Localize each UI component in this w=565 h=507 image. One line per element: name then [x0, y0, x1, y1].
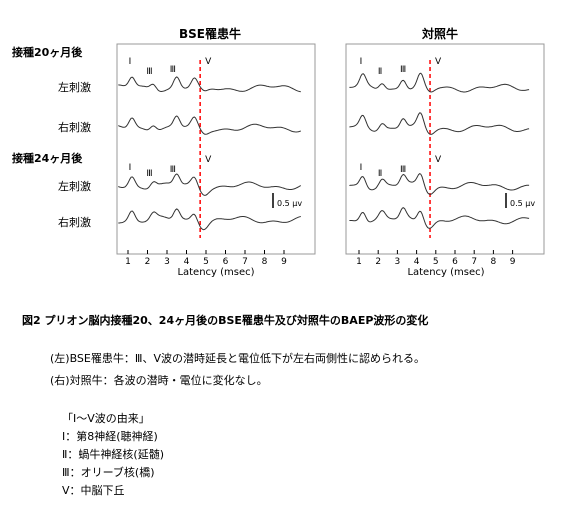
x-axis-label-control: Latency (msec) [407, 267, 484, 278]
panel-title-control: 対照牛 [421, 26, 458, 41]
panel-frame-bse [116, 43, 316, 255]
wave-marker-control-20-2: Ⅲ [400, 65, 406, 75]
x-tick-label-bse-4: 4 [184, 257, 190, 267]
x-tick-label-control-3: 3 [395, 257, 401, 267]
wave-marker-bse-20-1: Ⅲ [146, 67, 152, 77]
x-tick-label-bse-6: 6 [223, 257, 229, 267]
waveform-control-left-20 [349, 72, 530, 93]
x-tick-label-bse-8: 8 [262, 257, 268, 267]
waveform-control-right-24 [349, 207, 530, 229]
wave-marker-bse-20-3: Ⅴ [205, 57, 212, 67]
x-axis-label-bse: Latency (msec) [177, 267, 254, 278]
wave-marker-control-24-3: Ⅴ [435, 155, 442, 165]
x-tick-label-control-2: 2 [375, 257, 381, 267]
panel-title-bse: BSE罹患牛 [179, 26, 241, 41]
wave-marker-bse-24-1: Ⅲ [146, 169, 152, 179]
waveform-bse-right-20 [118, 115, 301, 135]
x-tick-label-control-1: 1 [356, 257, 362, 267]
group-label-24: 接種24ヶ月後 [12, 151, 83, 165]
waveform-control-right-20 [349, 112, 530, 135]
wave-marker-control-20-0: Ⅰ [360, 57, 363, 67]
wave-marker-bse-20-2: Ⅲ [170, 65, 176, 75]
x-tick-label-control-7: 7 [471, 257, 477, 267]
x-tick-label-control-6: 6 [452, 257, 458, 267]
note-control: (右)対照牛：各波の潜時・電位に変化なし。 [50, 374, 268, 387]
x-tick-label-control-8: 8 [491, 257, 497, 267]
dynamic-marks: 1 2 3 4 5 6 7 8 9 Ⅰ Ⅲ Ⅲ Ⅴ Ⅰ Ⅲ Ⅲ Ⅴ 1 2 3 4 5 6 7 8 9 Ⅰ Ⅱ Ⅲ Ⅴ Ⅰ Ⅱ Ⅲ Ⅴ [118, 57, 530, 267]
panel-frame-control [345, 43, 545, 255]
waveform-bse-left-20 [118, 76, 301, 93]
note-bse: (左)BSE罹患牛：Ⅲ、Ⅴ波の潜時延長と電位低下が左右両側性に認められる。 [50, 352, 425, 365]
wave-marker-control-20-1: Ⅱ [378, 67, 382, 77]
row-label-right-24: 右刺激 [58, 215, 91, 229]
origin-item-3: Ⅲ：オリーブ核(橋) [62, 466, 155, 479]
origin-item-2: Ⅱ：蝸牛神経核(延髄) [62, 448, 164, 461]
origin-item-4: Ⅴ：中脳下丘 [62, 484, 125, 497]
wave-marker-bse-24-2: Ⅲ [170, 165, 176, 175]
wave-marker-bse-24-0: Ⅰ [129, 163, 132, 173]
scale-bar-label-bse: 0.5 μv [277, 199, 302, 208]
wave-marker-control-20-3: Ⅴ [435, 57, 442, 67]
x-tick-label-bse-3: 3 [164, 257, 170, 267]
wave-marker-control-24-0: Ⅰ [360, 163, 363, 173]
x-tick-label-control-4: 4 [414, 257, 420, 267]
x-tick-label-control-5: 5 [433, 257, 439, 267]
x-tick-label-bse-2: 2 [145, 257, 151, 267]
row-label-right-20: 右刺激 [58, 120, 91, 134]
x-tick-label-control-9: 9 [510, 257, 516, 267]
x-tick-label-bse-1: 1 [125, 257, 131, 267]
scale-bar-label-control: 0.5 μv [510, 199, 535, 208]
wave-marker-control-24-1: Ⅱ [378, 169, 382, 179]
origin-title: 「Ⅰ～Ⅴ波の由来」 [62, 412, 150, 425]
figure-caption: 図2 プリオン脳内接種20、24ヶ月後のBSE罹患牛及び対照牛のBAEP波形の変… [22, 314, 429, 327]
baep-figure: BSE罹患牛 対照牛 接種20ヶ月後 接種24ヶ月後 左刺激 右刺激 左刺激 右… [12, 26, 545, 278]
x-tick-label-bse-7: 7 [242, 257, 248, 267]
row-label-left-24: 左刺激 [58, 179, 91, 193]
x-tick-label-bse-5: 5 [203, 257, 209, 267]
wave-marker-control-24-2: Ⅲ [400, 165, 406, 175]
waveform-bse-left-24 [118, 173, 302, 196]
origin-item-1: Ⅰ：第8神経(聴神経) [62, 430, 158, 443]
row-label-left-20: 左刺激 [58, 80, 91, 94]
wave-marker-bse-20-0: Ⅰ [129, 57, 132, 67]
x-tick-label-bse-9: 9 [281, 257, 287, 267]
group-label-20: 接種20ヶ月後 [12, 45, 83, 59]
waveform-bse-right-24 [118, 208, 301, 231]
wave-marker-bse-24-3: Ⅴ [205, 155, 212, 165]
waveform-control-left-24 [349, 172, 530, 196]
